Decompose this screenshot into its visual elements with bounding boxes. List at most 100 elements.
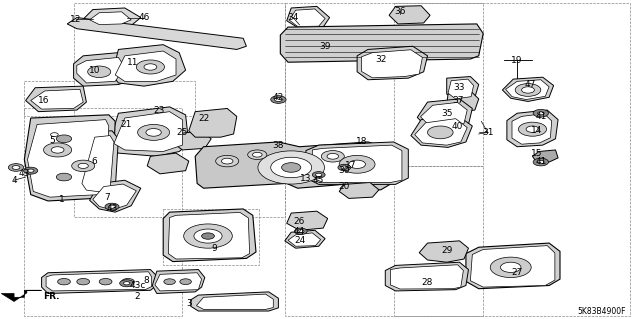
Polygon shape (83, 8, 141, 27)
Circle shape (138, 124, 170, 140)
Circle shape (12, 166, 20, 169)
Polygon shape (196, 294, 273, 309)
Circle shape (51, 133, 58, 137)
Text: 31: 31 (482, 128, 493, 137)
Circle shape (8, 164, 24, 171)
Circle shape (428, 126, 453, 139)
Bar (24, 81, 195, 116)
Polygon shape (417, 99, 472, 129)
Circle shape (51, 147, 64, 153)
Polygon shape (28, 120, 109, 197)
Text: FR.: FR. (44, 292, 60, 301)
Polygon shape (507, 110, 558, 147)
Polygon shape (415, 119, 467, 145)
Text: 29: 29 (441, 246, 452, 255)
Text: 6: 6 (92, 157, 97, 166)
Circle shape (58, 278, 70, 285)
Circle shape (500, 262, 521, 272)
Polygon shape (112, 45, 186, 86)
Text: 35: 35 (441, 109, 452, 118)
Circle shape (216, 155, 239, 167)
Bar (163, 209, 259, 265)
Circle shape (180, 279, 191, 285)
Circle shape (533, 109, 548, 117)
Polygon shape (1, 290, 42, 301)
Circle shape (56, 135, 72, 143)
Circle shape (298, 230, 304, 233)
Circle shape (78, 163, 88, 168)
Bar (285, 3, 483, 166)
Polygon shape (312, 145, 402, 182)
Polygon shape (90, 12, 131, 25)
Circle shape (526, 126, 539, 132)
Circle shape (271, 157, 312, 178)
Polygon shape (82, 136, 114, 192)
Polygon shape (77, 57, 125, 83)
Circle shape (522, 87, 534, 93)
Polygon shape (502, 77, 554, 101)
Text: 33: 33 (454, 83, 465, 92)
Polygon shape (362, 50, 422, 78)
Text: 15: 15 (531, 149, 542, 158)
Circle shape (202, 233, 214, 239)
Circle shape (248, 150, 267, 160)
Circle shape (105, 203, 119, 210)
Circle shape (312, 172, 325, 178)
Polygon shape (26, 86, 86, 112)
Text: 36: 36 (394, 7, 406, 16)
Polygon shape (512, 114, 552, 144)
Text: 28: 28 (422, 278, 433, 287)
Text: 26: 26 (294, 217, 305, 226)
Circle shape (136, 60, 164, 74)
Circle shape (338, 164, 351, 171)
Circle shape (327, 153, 339, 159)
Text: 5K83B4900F: 5K83B4900F (577, 307, 626, 315)
Circle shape (341, 166, 348, 169)
Text: 16: 16 (38, 96, 49, 105)
Circle shape (194, 229, 222, 243)
Polygon shape (470, 246, 555, 287)
Polygon shape (447, 77, 479, 100)
Text: 7: 7 (104, 193, 109, 202)
Circle shape (88, 66, 111, 78)
Text: 27: 27 (511, 268, 523, 277)
Text: 2: 2 (135, 292, 140, 301)
Circle shape (124, 282, 130, 285)
Text: 1: 1 (60, 195, 65, 204)
Text: 30: 30 (339, 166, 350, 175)
Circle shape (77, 278, 90, 285)
Polygon shape (466, 243, 560, 289)
Polygon shape (532, 150, 558, 162)
Polygon shape (46, 272, 152, 291)
Polygon shape (155, 273, 202, 291)
Bar (285, 166, 483, 316)
Polygon shape (447, 91, 479, 112)
Bar (24, 108, 182, 316)
Circle shape (109, 205, 115, 208)
Polygon shape (195, 142, 392, 190)
Circle shape (253, 152, 262, 157)
Text: 4: 4 (12, 176, 17, 185)
Polygon shape (74, 53, 128, 86)
Polygon shape (189, 108, 237, 137)
Text: 17: 17 (345, 161, 356, 170)
Polygon shape (448, 79, 474, 99)
Polygon shape (287, 6, 330, 29)
Text: 38: 38 (273, 141, 284, 150)
Text: 9: 9 (212, 244, 217, 253)
Polygon shape (115, 51, 176, 81)
Polygon shape (288, 233, 321, 246)
Circle shape (120, 280, 134, 287)
Polygon shape (285, 230, 325, 248)
Text: 39: 39 (319, 42, 331, 51)
Text: 47: 47 (524, 80, 536, 89)
Circle shape (339, 155, 375, 173)
Polygon shape (152, 270, 205, 293)
Text: 42: 42 (273, 93, 284, 102)
Bar (394, 3, 630, 316)
Polygon shape (306, 142, 408, 184)
Circle shape (533, 158, 548, 166)
Text: 43: 43 (19, 169, 30, 178)
Text: 18: 18 (356, 137, 367, 146)
Polygon shape (114, 112, 182, 152)
